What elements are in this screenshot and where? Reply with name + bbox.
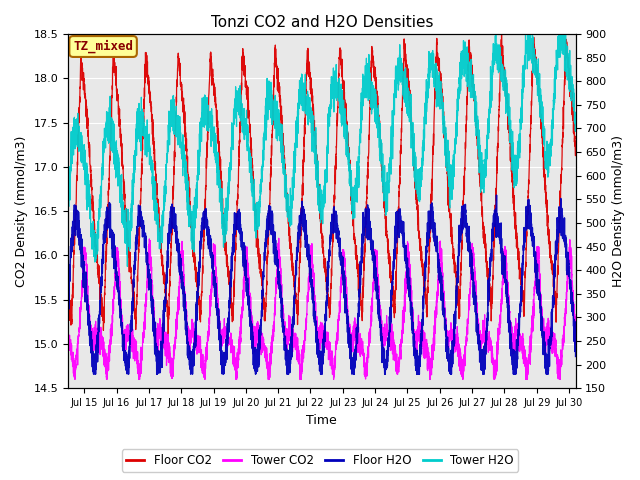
Y-axis label: H2O Density (mmol/m3): H2O Density (mmol/m3) [612,135,625,287]
Legend: Floor CO2, Tower CO2, Floor H2O, Tower H2O: Floor CO2, Tower CO2, Floor H2O, Tower H… [122,449,518,472]
Y-axis label: CO2 Density (mmol/m3): CO2 Density (mmol/m3) [15,135,28,287]
Title: Tonzi CO2 and H2O Densities: Tonzi CO2 and H2O Densities [211,15,433,30]
Text: TZ_mixed: TZ_mixed [73,40,133,53]
X-axis label: Time: Time [307,414,337,427]
